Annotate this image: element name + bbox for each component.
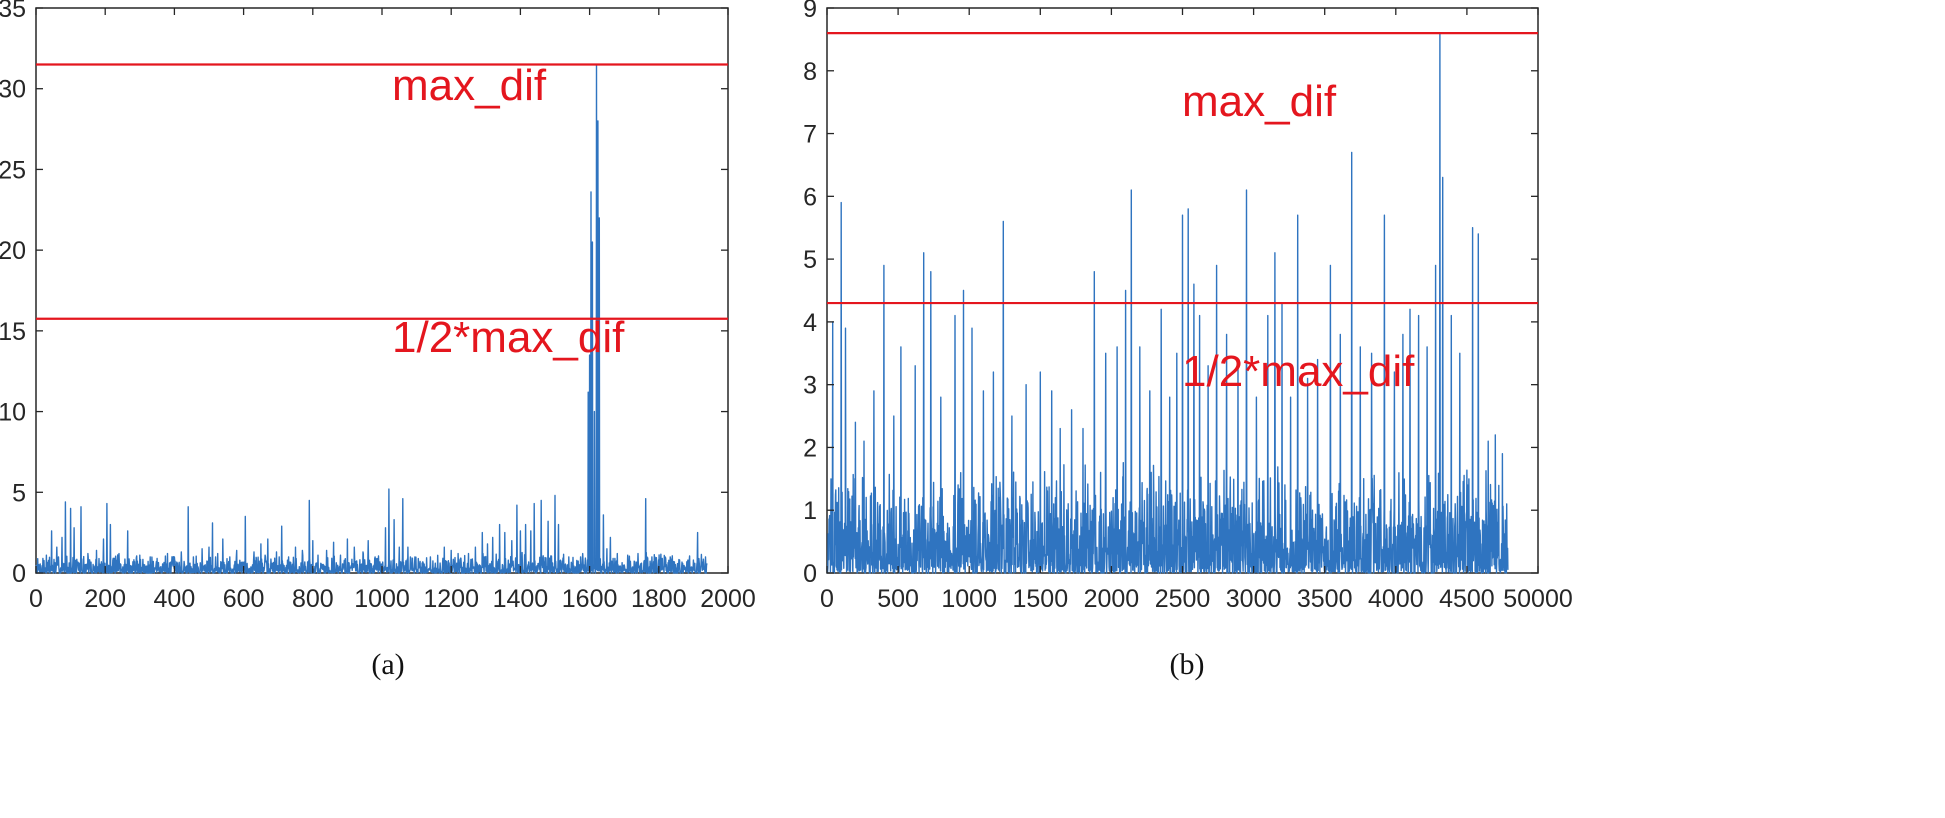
x-tick-label-a: 600 (223, 585, 265, 613)
y-tick-label-b: 1 (803, 497, 817, 525)
annotation-max-dif-b: max_dif (1182, 77, 1337, 126)
x-tick-label-a: 400 (154, 585, 196, 613)
x-tick-label-a: 200 (84, 585, 126, 613)
x-tick-label-b: 4000 (1368, 585, 1424, 613)
x-tick-label-b: 1000 (941, 585, 997, 613)
annotation-max-dif-a: max_dif (392, 61, 547, 110)
x-tick-label-b: 2000 (1084, 585, 1140, 613)
y-tick-label-a: 35 (0, 0, 26, 23)
panel-a: 0 200 400 600 800 1000 1200 1400 1600 1800 2000 0 5 1… (0, 0, 756, 681)
x-tick-label-a: 800 (292, 585, 334, 613)
y-tick-label-a: 0 (12, 560, 26, 588)
x-tick-label-a: 1200 (423, 585, 479, 613)
y-tick-label-b: 4 (803, 309, 817, 337)
x-tick-label-b: 50000 (1503, 585, 1573, 613)
caption-b: (b) (1170, 648, 1205, 681)
y-tick-label-b: 3 (803, 372, 817, 400)
thresholds-a (36, 63, 728, 320)
series-line-b (826, 32, 1509, 574)
x-tick-label-b: 3500 (1297, 585, 1353, 613)
x-tick-label-b: 500 (877, 585, 919, 613)
y-tick-label-a: 25 (0, 156, 26, 184)
x-tick-label-a: 1800 (631, 585, 687, 613)
ticks-a: 0 200 400 600 800 1000 1200 1400 1600 1800 2000 0 5 1… (0, 0, 756, 613)
series-b (826, 32, 1509, 574)
x-tick-label-a: 1400 (493, 585, 549, 613)
y-tick-label-b: 0 (803, 560, 817, 588)
caption-a: (a) (371, 648, 404, 681)
plot-area-a (35, 7, 729, 574)
y-tick-label-a: 15 (0, 318, 26, 346)
x-tick-label-a: 2000 (700, 585, 756, 613)
series-a (35, 63, 708, 574)
y-tick-label-b: 7 (803, 121, 817, 149)
x-tick-label-a: 1000 (354, 585, 410, 613)
x-tick-label-b: 2500 (1155, 585, 1211, 613)
y-tick-label-b: 2 (803, 434, 817, 462)
x-tick-label-a: 1600 (562, 585, 618, 613)
y-tick-label-b: 5 (803, 246, 817, 274)
y-tick-label-a: 5 (12, 479, 26, 507)
x-tick-label-b: 3000 (1226, 585, 1282, 613)
annotation-half-max-dif-b: 1/2*max_dif (1182, 347, 1415, 396)
y-tick-label-b: 8 (803, 58, 817, 86)
y-tick-label-a: 10 (0, 399, 26, 427)
x-tick-label-b: 4500 (1439, 585, 1495, 613)
thresholds-b (827, 32, 1538, 305)
y-tick-label-a: 20 (0, 237, 26, 265)
series-line-a (35, 63, 708, 574)
y-tick-label-b: 9 (803, 0, 817, 23)
y-tick-label-a: 30 (0, 76, 26, 104)
x-tick-label-a: 0 (29, 585, 43, 613)
x-tick-label-b: 1500 (1012, 585, 1068, 613)
annotation-half-max-dif-a: 1/2*max_dif (392, 313, 625, 362)
y-tick-label-b: 6 (803, 183, 817, 211)
x-tick-label-b: 0 (820, 585, 834, 613)
ticks-b: 0 500 1000 1500 2000 2500 3000 3500 4000 4500 5000… (803, 0, 1573, 613)
panel-b: 0 500 1000 1500 2000 2500 3000 3500 4000 4500 5000… (803, 0, 1573, 681)
